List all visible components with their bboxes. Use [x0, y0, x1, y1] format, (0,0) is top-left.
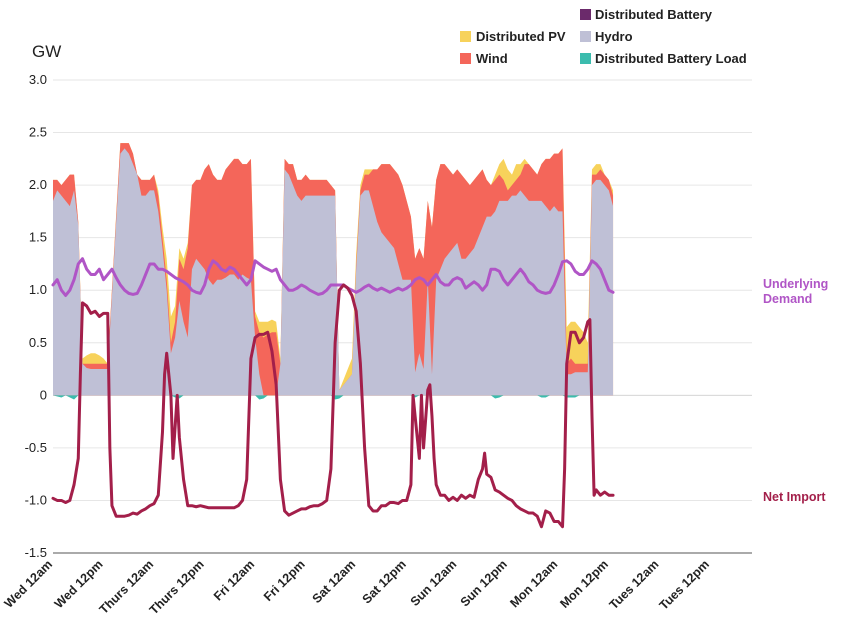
x-tick-label: Sun 12pm — [458, 557, 510, 609]
x-tick-label: Mon 12am — [507, 557, 560, 610]
y-tick-label: -1.0 — [25, 492, 47, 507]
legend-label-wind: Wind — [476, 51, 508, 66]
annotation-net-import: Net Import — [763, 490, 826, 504]
y-axis-unit: GW — [32, 42, 61, 61]
x-tick-label: Sat 12am — [310, 557, 359, 606]
y-tick-label: 2.0 — [29, 177, 47, 192]
legend-swatch-distributed-pv — [460, 31, 471, 42]
y-tick-label: -0.5 — [25, 440, 47, 455]
x-tick-label: Sun 12am — [408, 557, 460, 609]
x-tick-label: Tues 12am — [607, 557, 662, 612]
x-tick-label: Tues 12pm — [657, 557, 712, 612]
legend-swatch-wind — [460, 53, 471, 64]
legend-swatch-hydro — [580, 31, 591, 42]
legend-label-hydro: Hydro — [595, 29, 633, 44]
legend-swatch-distributed-battery — [580, 9, 591, 20]
x-tick-label: Sat 12pm — [360, 557, 409, 606]
lines-layer — [51, 257, 615, 529]
legend: Distributed Battery Distributed PV Hydro… — [460, 7, 747, 66]
y-tick-label: 1.5 — [29, 230, 47, 245]
annotation-demand: Demand — [763, 292, 812, 306]
legend-label-distributed-battery: Distributed Battery — [595, 7, 713, 22]
x-tick-label: Thurs 12pm — [147, 557, 207, 617]
series-layer — [53, 143, 614, 400]
y-tick-label: 2.5 — [29, 125, 47, 140]
x-tick-label: Mon 12pm — [557, 557, 611, 611]
x-tick-label: Fri 12am — [211, 557, 257, 603]
y-tick-labels: 3.0 2.5 2.0 1.5 1.0 0.5 0 -0.5 -1.0 -1.5 — [25, 72, 47, 560]
x-tick-label: Wed 12am — [2, 557, 55, 610]
line-underlying-demand — [51, 257, 615, 297]
annotation-underlying: Underlying — [763, 277, 828, 291]
y-tick-label: 3.0 — [29, 72, 47, 87]
legend-label-distributed-pv: Distributed PV — [476, 29, 566, 44]
line-net-import — [51, 283, 615, 529]
y-tick-label: 0 — [40, 387, 47, 402]
y-tick-label: 1.0 — [29, 282, 47, 297]
area-hydro — [53, 148, 614, 396]
y-tick-label: 0.5 — [29, 335, 47, 350]
x-tick-label: Wed 12pm — [52, 557, 106, 611]
y-tick-label: -1.5 — [25, 545, 47, 560]
legend-label-distributed-battery-load: Distributed Battery Load — [595, 51, 747, 66]
x-tick-label: Fri 12pm — [261, 557, 308, 604]
legend-swatch-distributed-battery-load — [580, 53, 591, 64]
